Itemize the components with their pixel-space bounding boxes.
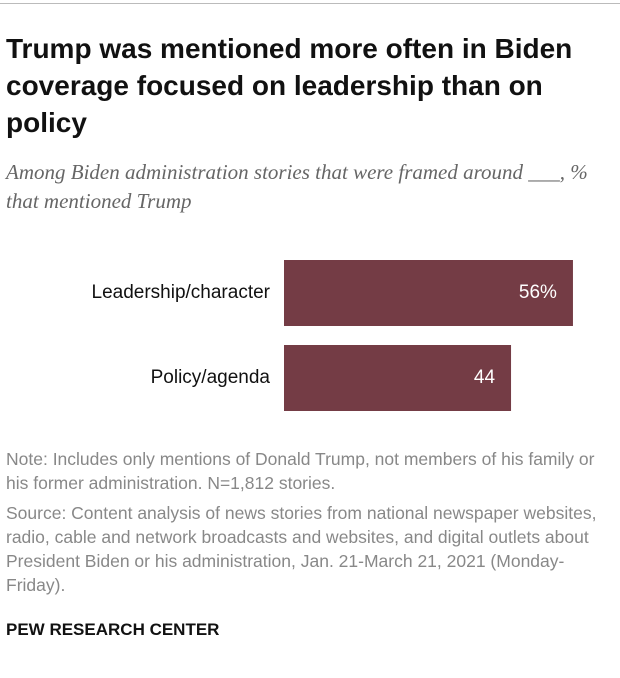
footer: PEW RESEARCH CENTER (6, 620, 220, 639)
chart-subtitle: Among Biden administration stories that … (6, 160, 588, 213)
chart-title: Trump was mentioned more often in Biden … (6, 33, 573, 138)
category-label: Policy/agenda (151, 367, 271, 388)
value-label: 56% (519, 282, 557, 303)
category-label: Leadership/character (92, 282, 271, 303)
note: Note: Includes only mentions of Donald T… (6, 449, 595, 493)
bar (284, 260, 573, 326)
bar (284, 345, 512, 411)
chart: Leadership/character 56% Policy/agenda 44 (92, 260, 573, 411)
top-rule (0, 3, 620, 4)
value-label: 44 (474, 367, 496, 388)
source: Source: Content analysis of news stories… (6, 503, 597, 595)
